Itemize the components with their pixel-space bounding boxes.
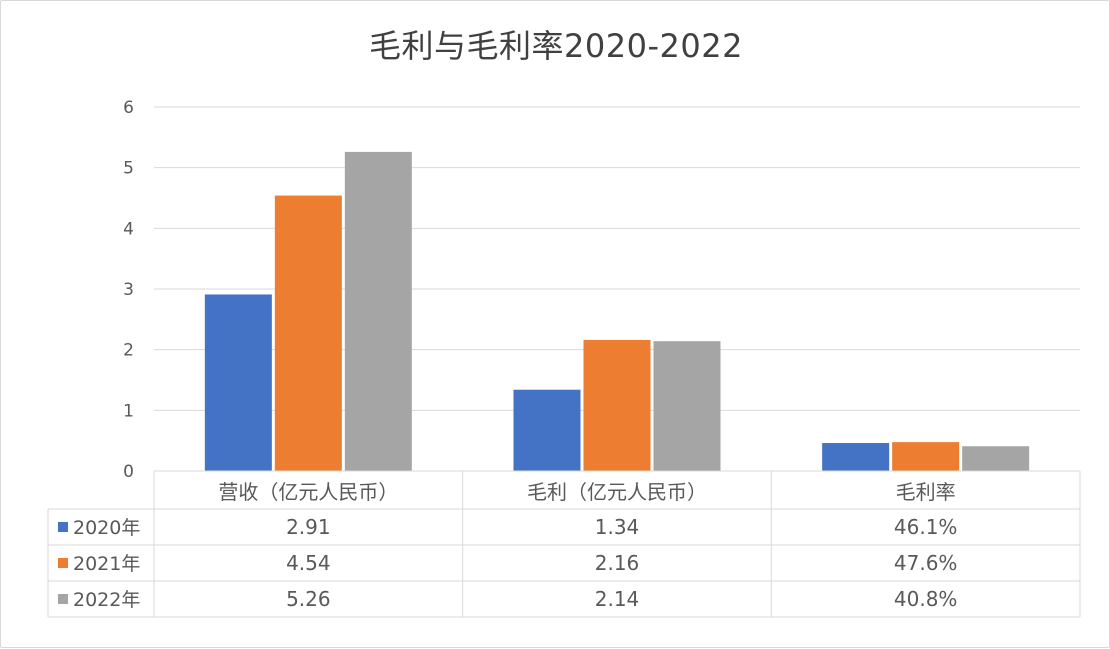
y-tick-label: 4 [123,219,134,239]
series-name: 2022年 [73,589,140,611]
data-label: 46.1% [894,515,958,539]
bar [653,341,721,471]
bar [892,442,960,471]
data-label: 4.54 [286,551,331,575]
bar [583,339,651,471]
series-name: 2020年 [73,517,140,539]
bar [344,151,412,472]
data-label: 47.6% [894,551,958,575]
data-label: 1.34 [595,515,640,539]
chart-title: 毛利与毛利率2020-2022 [369,27,743,65]
bar [962,446,1030,471]
data-label: 2.91 [286,515,331,539]
data-label: 40.8% [894,587,958,611]
category-label: 营收（亿元人民币） [218,480,398,504]
y-tick-label: 6 [123,98,134,118]
data-label: 5.26 [286,587,331,611]
y-tick-label: 1 [123,401,134,421]
legend-swatch [58,558,68,568]
series-name: 2021年 [73,553,140,575]
y-tick-label: 0 [123,462,134,482]
category-label: 毛利（亿元人民币） [527,480,707,504]
bar [204,294,272,471]
y-tick-label: 3 [123,280,134,300]
legend-swatch [58,522,68,532]
y-tick-label: 2 [123,341,134,361]
legend-swatch [58,594,68,604]
data-label: 2.16 [595,551,640,575]
y-tick-label: 5 [123,159,134,179]
bar [513,389,581,471]
bar [822,443,890,471]
bar [274,195,342,471]
category-label: 毛利率 [896,480,956,504]
data-label: 2.14 [595,587,640,611]
